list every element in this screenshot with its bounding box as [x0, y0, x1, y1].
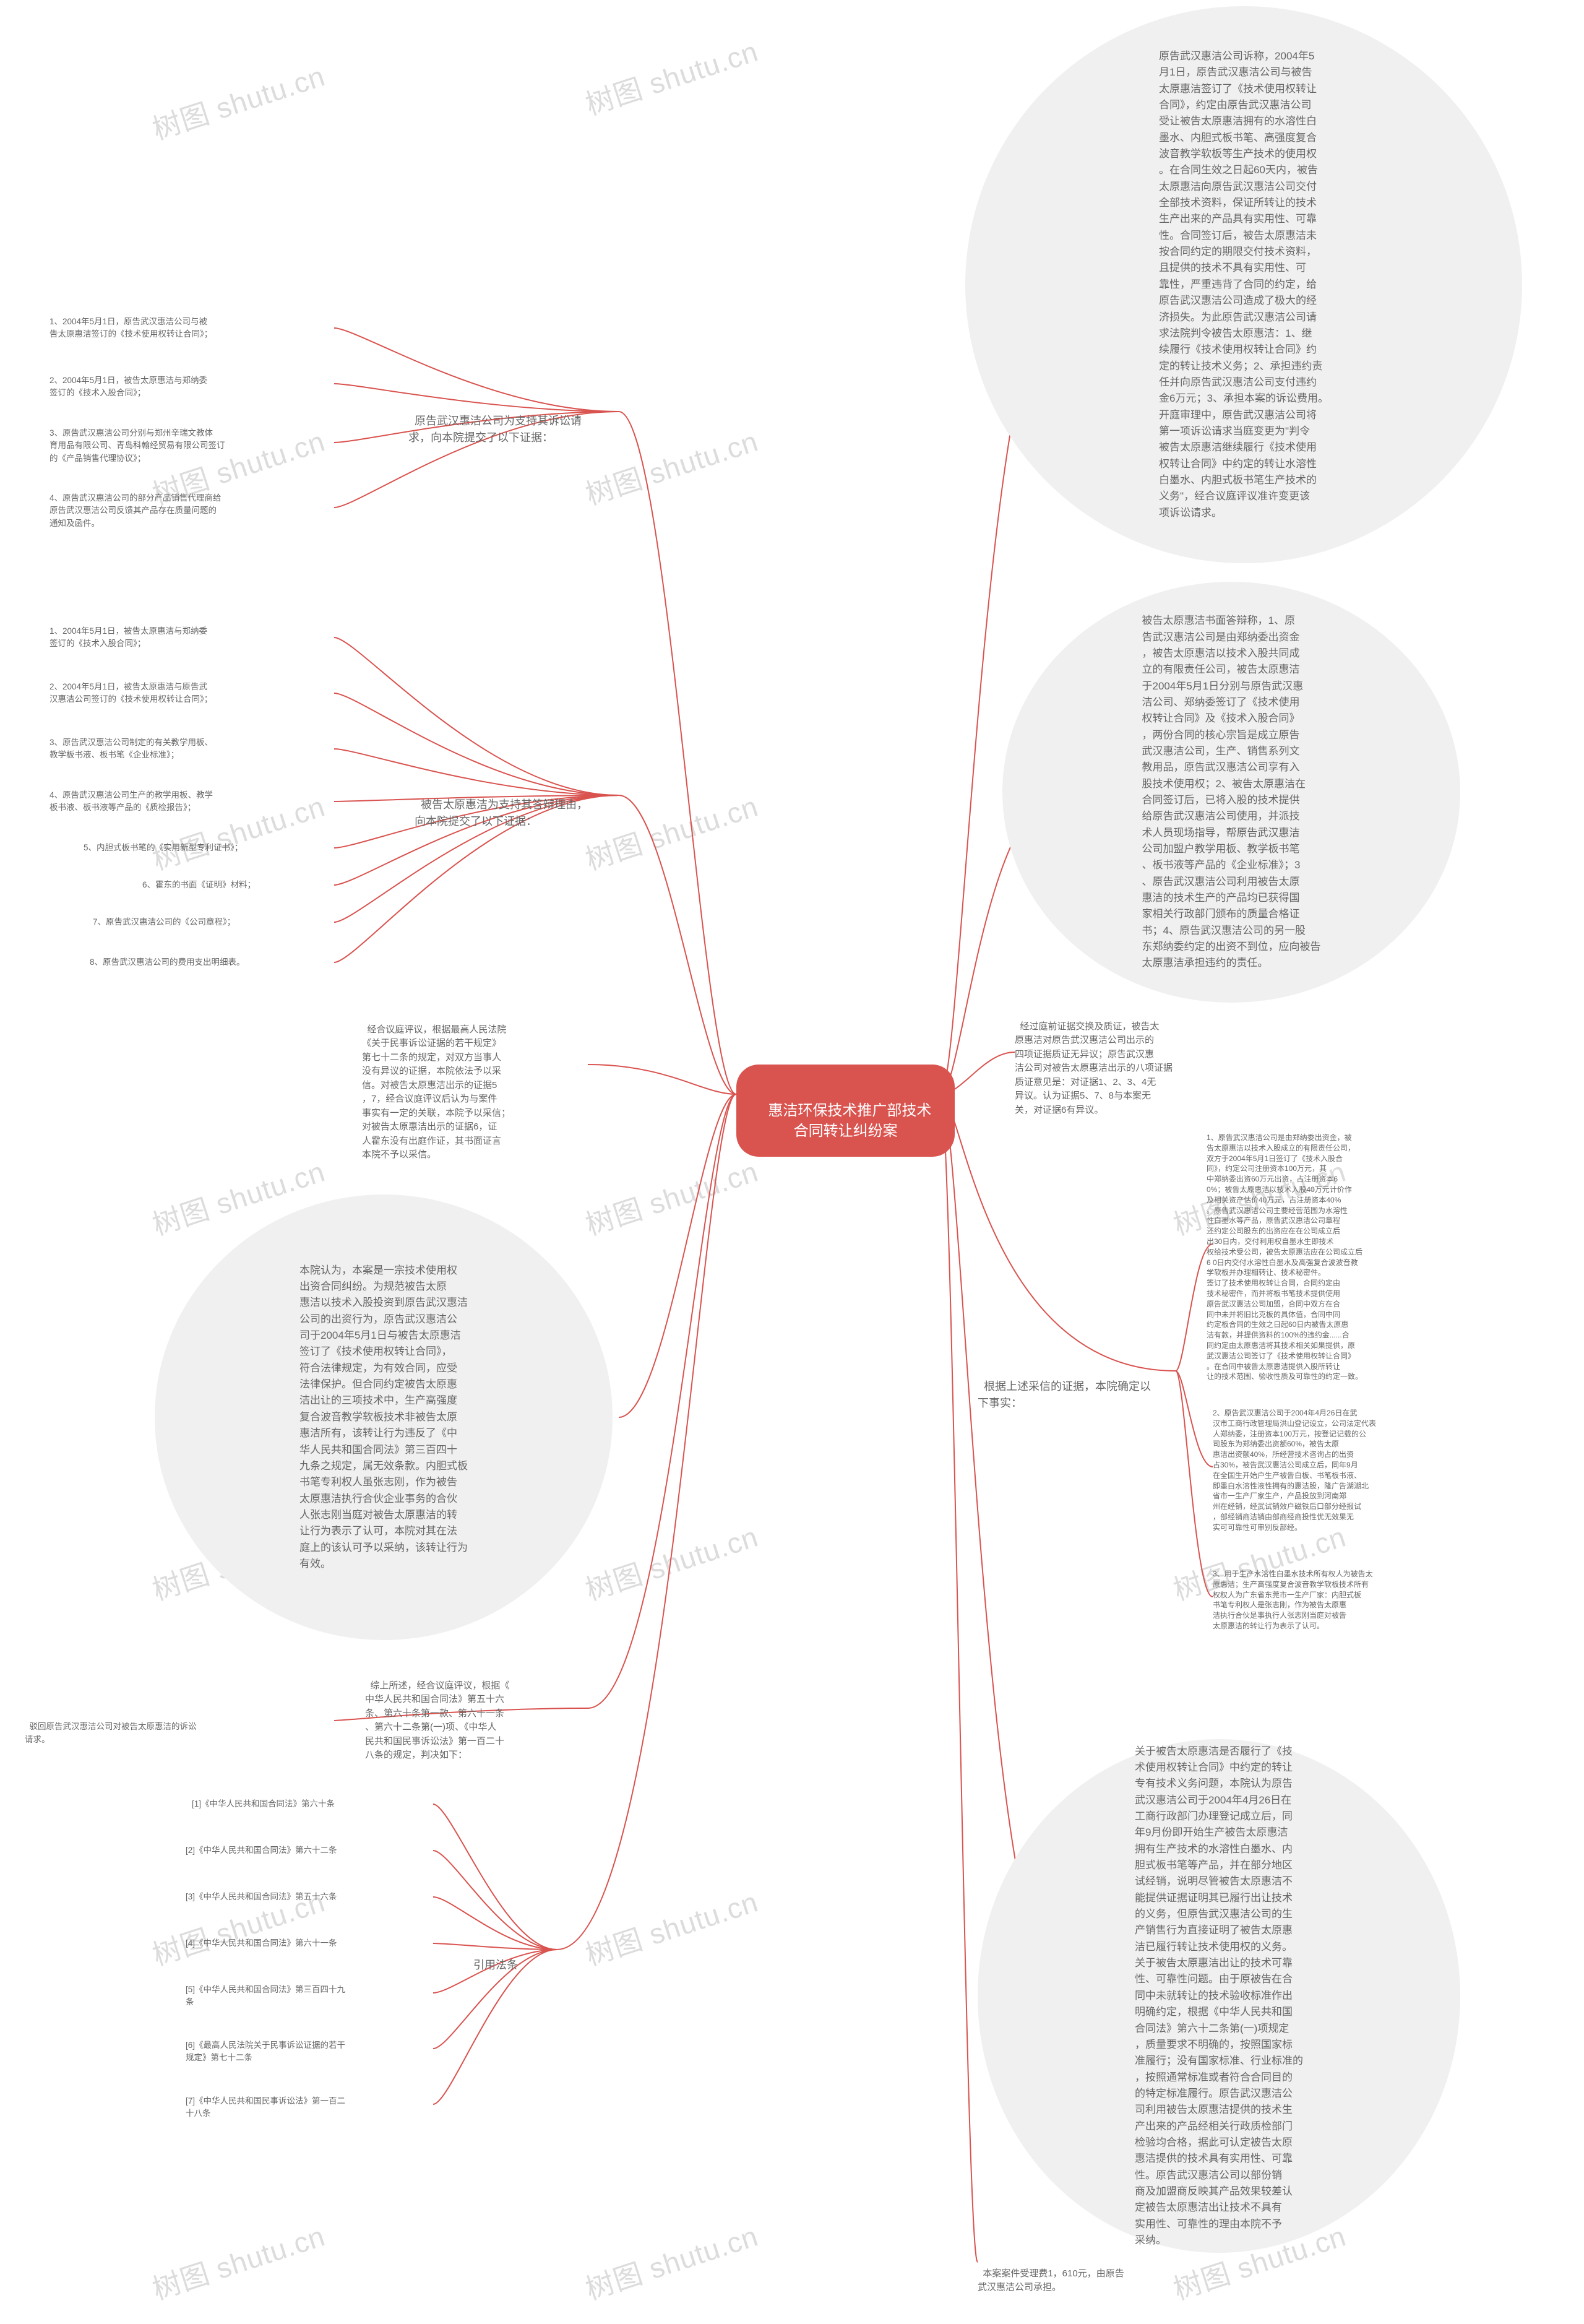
- leaf-panel-review: 经合议庭评议，根据最高人民法院 《关于民事诉讼证据的若干规定》 第七十二条的规定…: [362, 1009, 510, 1162]
- root-label: 惠洁环保技术推广部技术 合同转让纠纷案: [768, 1102, 931, 1140]
- branch-citations: 引用法条: [467, 1940, 518, 1974]
- leaf-item: [1]《中华人民共和国合同法》第六十条: [192, 1798, 335, 1810]
- leaf-item: 1、2004年5月1日，被告太原惠洁与郑纳委 签订的《技术入股合同》；: [50, 625, 207, 650]
- leaf-item: [6]《最高人民法院关于民事诉讼证据的若干 规定》第七十二条: [186, 2039, 345, 2065]
- leaf-item: [7]《中华人民共和国民事诉讼法》第一百二 十八条: [186, 2095, 345, 2120]
- leaf-item: 4、原告武汉惠洁公司的部分产品销售代理商给 原告武汉惠洁公司反馈其产品存在质量问…: [50, 492, 222, 530]
- paragraph-text: 原告武汉惠洁公司诉称，2004年5 月1日，原告武汉惠洁公司与被告 太原惠洁签订…: [1159, 48, 1328, 521]
- leaf-text: 经合议庭评议，根据最高人民法院 《关于民事诉讼证据的若干规定》 第七十二条的规定…: [362, 1024, 510, 1160]
- leaf-item: 3、原告武汉惠洁公司制定的有关教学用板、 教学板书液、板书笔《企业标准》；: [50, 737, 213, 762]
- leaf-item: 7、原告武汉惠洁公司的《公司章程》；: [93, 916, 235, 928]
- leaf-item: 8、原告武汉惠洁公司的费用支出明细表。: [90, 956, 245, 969]
- paragraph-blob-court-opinion: 本院认为，本案是一宗技术使用权 出资合同纠纷。为规范被告太原 惠洁以技术入股投资…: [155, 1194, 613, 1640]
- leaf-item: [2]《中华人民共和国合同法》第六十二条: [186, 1844, 337, 1857]
- leaf-text: 经过庭前证据交换及质证，被告太 原惠洁对原告武汉惠洁公司出示的 四项证据质证无异…: [1015, 1021, 1173, 1115]
- leaf-text: 驳回原告武汉惠洁公司对被告太原惠洁的诉讼 请求。: [25, 1722, 197, 1743]
- leaf-item: 2、原告武汉惠洁公司于2004年4月26日在武 汉市工商行政管理局洪山登记设立，…: [1213, 1408, 1376, 1533]
- branch-label-text: 被告太原惠洁为支持其答辩理由， 向本院提交了以下证据：: [415, 798, 588, 827]
- branch-label-text: 根据上述采信的证据，本院确定以 下事实：: [978, 1380, 1151, 1409]
- branch-plaintiff-evidence: 原告武汉惠洁公司为支持其诉讼请 求，向本院提交了以下证据：: [408, 396, 582, 446]
- leaf-cross-exam: 经过庭前证据交换及质证，被告太 原惠洁对原告武汉惠洁公司出示的 四项证据质证无异…: [1015, 1006, 1173, 1117]
- branch-facts: 根据上述采信的证据，本院确定以 下事实：: [978, 1362, 1151, 1412]
- leaf-item: 4、原告武汉惠洁公司生产的教学用板、教学 板书液、板书液等产品的《质检报告》；: [50, 789, 213, 814]
- branch-label-text: 引用法条: [473, 1959, 518, 1971]
- leaf-item: 2、2004年5月1日，被告太原惠洁与原告武 汉惠洁公司签订的《技术使用权转让合…: [50, 681, 212, 706]
- paragraph-text: 被告太原惠洁书面答辩称，1、原 告武汉惠洁公司是由郑纳委出资金 ，被告太原惠洁以…: [1142, 613, 1321, 972]
- root-node: 惠洁环保技术推广部技术 合同转让纠纷案: [736, 1065, 955, 1157]
- branch-label-text: 原告武汉惠洁公司为支持其诉讼请 求，向本院提交了以下证据：: [408, 415, 582, 444]
- leaf-item: 6、霍东的书面《证明》材料；: [142, 879, 256, 891]
- leaf-dismiss: 驳回原告武汉惠洁公司对被告太原惠洁的诉讼 请求。: [25, 1708, 197, 1746]
- leaf-summary-ruling: 综上所述，经合议庭评议，根据《 中华人民共和国合同法》第五十六 条、第六十条第一…: [365, 1665, 509, 1763]
- leaf-item: [5]《中华人民共和国合同法》第三百四十九 条: [186, 1984, 345, 2009]
- leaf-item: [4]《中华人民共和国合同法》第六十一条: [186, 1937, 337, 1950]
- paragraph-blob-performance-analysis: 关于被告太原惠洁是否履行了《技 术使用权转让合同》中约定的转让 专有技术义务问题…: [978, 1739, 1460, 2253]
- paragraph-blob-defendant-reply: 被告太原惠洁书面答辩称，1、原 告武汉惠洁公司是由郑纳委出资金 ，被告太原惠洁以…: [1002, 582, 1460, 1003]
- leaf-text: 综上所述，经合议庭评议，根据《 中华人民共和国合同法》第五十六 条、第六十条第一…: [365, 1680, 509, 1761]
- leaf-text: 本案案件受理费1，610元，由原告 武汉惠洁公司承担。: [978, 2268, 1124, 2293]
- leaf-item: 3、用于生产水溶性白墨水技术所有权人为被告太 原惠洁；生产高强度复合波音教学软板…: [1213, 1569, 1373, 1631]
- leaf-case-fee: 本案案件受理费1，610元，由原告 武汉惠洁公司承担。: [978, 2253, 1124, 2295]
- leaf-item: [3]《中华人民共和国合同法》第五十六条: [186, 1891, 337, 1903]
- leaf-item: 5、内胆式板书笔的《实用新型专利证书》；: [84, 842, 243, 854]
- leaf-item: 1、2004年5月1日，原告武汉惠洁公司与被 告太原惠洁签订的《技术使用权转让合…: [50, 316, 212, 341]
- paragraph-blob-plaintiff-claim: 原告武汉惠洁公司诉称，2004年5 月1日，原告武汉惠洁公司与被告 太原惠洁签订…: [965, 6, 1522, 563]
- paragraph-text: 本院认为，本案是一宗技术使用权 出资合同纠纷。为规范被告太原 惠洁以技术入股投资…: [299, 1263, 468, 1573]
- leaf-item: 3、原告武汉惠洁公司分别与郑州辛瑞文教体 育用品有限公司、青岛科翰经贸易有限公司…: [50, 427, 225, 465]
- branch-defendant-evidence: 被告太原惠洁为支持其答辩理由， 向本院提交了以下证据：: [415, 780, 588, 830]
- leaf-item: 2、2004年5月1日，被告太原惠洁与郑纳委 签订的《技术入股合同》；: [50, 374, 207, 400]
- paragraph-text: 关于被告太原惠洁是否履行了《技 术使用权转让合同》中约定的转让 专有技术义务问题…: [1135, 1743, 1303, 2249]
- leaf-item: 1、原告武汉惠洁公司是由郑纳委出资金，被 告太原惠洁以技术入股成立的有限责任公司…: [1207, 1133, 1362, 1382]
